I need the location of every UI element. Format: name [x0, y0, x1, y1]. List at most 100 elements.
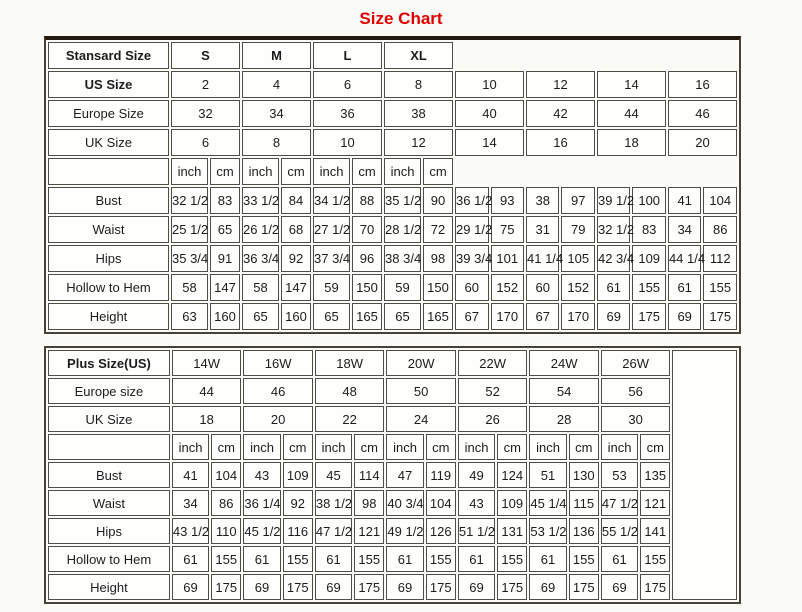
unit-header: cm [640, 434, 671, 460]
measure-value-cell: 155 [497, 546, 528, 572]
size-row: UK Size 6 8 10 12 14 16 18 20 [48, 129, 737, 156]
measure-value-cell: 69 [386, 574, 424, 600]
size-value-cell: 34 [242, 100, 312, 127]
measure-value-cell: 88 [352, 187, 383, 214]
measure-value-cell: 90 [423, 187, 454, 214]
measure-value-cell: 175 [282, 574, 313, 600]
measure-value-cell: 110 [211, 518, 242, 544]
measure-value-cell: 51 1/2 [457, 518, 496, 544]
measure-value-cell: 155 [354, 546, 385, 572]
measure-value-cell: 36 1/4 [243, 490, 281, 516]
size-group-header: M [242, 42, 312, 69]
size-group-header: 14W [171, 350, 242, 376]
measure-value-cell: 155 [211, 546, 242, 572]
size-value-cell: 24 [386, 406, 456, 432]
size-group-header: 16W [243, 350, 313, 376]
measure-value-cell: 109 [282, 462, 313, 488]
row-label: UK Size [48, 129, 169, 156]
measure-value-cell: 69 [457, 574, 496, 600]
measure-value-cell: 75 [490, 216, 524, 243]
measure-value-cell: 47 1/2 [600, 490, 639, 516]
measure-value-cell: 104 [425, 490, 456, 516]
measure-value-cell: 49 1/2 [386, 518, 424, 544]
measure-value-cell: 27 1/2 [313, 216, 350, 243]
measure-value-cell: 175 [211, 574, 242, 600]
measure-value-cell: 155 [703, 274, 737, 301]
page-title: Size Chart [359, 9, 443, 28]
size-row: US Size 2 4 6 8 10 12 14 16 [48, 71, 737, 98]
unit-header: cm [423, 158, 454, 185]
size-group-header: 22W [457, 350, 528, 376]
size-value-cell: 44 [596, 100, 666, 127]
measure-value-cell: 61 [596, 274, 631, 301]
measure-value-cell: 29 1/2 [455, 216, 492, 243]
row-label: Bust [48, 187, 169, 214]
measure-row: Height 69 175 69 175 69 175 69 175 69 175 69 175 69 17… [48, 574, 737, 600]
row-label: Europe size [48, 378, 170, 404]
size-value-cell: 16 [667, 71, 737, 98]
measure-value-cell: 49 [457, 462, 496, 488]
measure-value-cell: 51 [529, 462, 567, 488]
plus-size-table: Plus Size(US) 14W 16W 18W 20W 22W 24W 26W Europe… [44, 346, 741, 604]
measure-value-cell: 43 [243, 462, 281, 488]
size-row: Europe size 44 46 48 50 52 54 56 [48, 378, 737, 404]
measure-value-cell: 124 [497, 462, 528, 488]
row-label: UK Size [48, 406, 170, 432]
row-label: Waist [48, 490, 170, 516]
measure-value-cell: 42 3/4 [596, 245, 634, 272]
measure-value-cell: 69 [596, 303, 631, 330]
measure-value-cell: 93 [490, 187, 524, 214]
unit-header: inch [313, 158, 351, 185]
measure-value-cell: 28 1/2 [384, 216, 421, 243]
unit-header: inch [171, 434, 210, 460]
size-row: Europe Size 32 34 36 38 40 42 44 46 [48, 100, 737, 127]
measure-value-cell: 147 [281, 274, 312, 301]
measure-value-cell: 84 [281, 187, 312, 214]
measure-value-cell: 105 [561, 245, 595, 272]
size-value-cell: 8 [242, 129, 312, 156]
measure-value-cell: 79 [561, 216, 595, 243]
measure-value-cell: 155 [282, 546, 313, 572]
measure-value-cell: 59 [384, 274, 422, 301]
measure-value-cell: 44 1/4 [667, 245, 705, 272]
measure-value-cell: 61 [243, 546, 281, 572]
measure-value-cell: 175 [568, 574, 599, 600]
measure-value-cell: 61 [171, 546, 210, 572]
row-label: Hollow to Hem [48, 546, 170, 572]
measure-value-cell: 104 [211, 462, 242, 488]
measure-value-cell: 69 [243, 574, 281, 600]
blank-corner-cell [48, 158, 169, 185]
unit-header: cm [282, 434, 313, 460]
unit-header: inch [171, 158, 208, 185]
measure-value-cell: 35 1/2 [384, 187, 421, 214]
measure-value-cell: 119 [425, 462, 456, 488]
measure-value-cell: 34 1/2 [313, 187, 350, 214]
empty-spacer-cell [672, 350, 737, 600]
unit-header: inch [600, 434, 639, 460]
unit-header: inch [384, 158, 422, 185]
measure-value-cell: 38 1/2 [314, 490, 353, 516]
measure-value-cell: 175 [640, 574, 671, 600]
unit-header: cm [568, 434, 599, 460]
measure-value-cell: 175 [354, 574, 385, 600]
measure-value-cell: 65 [242, 303, 280, 330]
measure-value-cell: 45 [314, 462, 353, 488]
measure-value-cell: 130 [568, 462, 599, 488]
size-value-cell: 46 [667, 100, 737, 127]
unit-header: cm [497, 434, 528, 460]
size-value-cell: 26 [457, 406, 528, 432]
measure-value-cell: 68 [281, 216, 312, 243]
measure-value-cell: 39 1/2 [596, 187, 634, 214]
measure-value-cell: 165 [352, 303, 383, 330]
measure-value-cell: 43 [457, 490, 496, 516]
measure-value-cell: 121 [640, 490, 671, 516]
measure-value-cell: 150 [352, 274, 383, 301]
measure-value-cell: 98 [423, 245, 454, 272]
measure-value-cell: 152 [561, 274, 595, 301]
size-value-cell: 14 [455, 129, 524, 156]
measure-value-cell: 175 [703, 303, 737, 330]
measure-value-cell: 141 [640, 518, 671, 544]
units-row: inch cm inch cm inch cm inch cm inch cm inch cm inch… [48, 434, 737, 460]
measure-row: Hips 35 3/4 91 36 3/4 92 37 3/4 96 38 3/4 98 39 3… [48, 245, 737, 272]
measure-value-cell: 65 [384, 303, 422, 330]
